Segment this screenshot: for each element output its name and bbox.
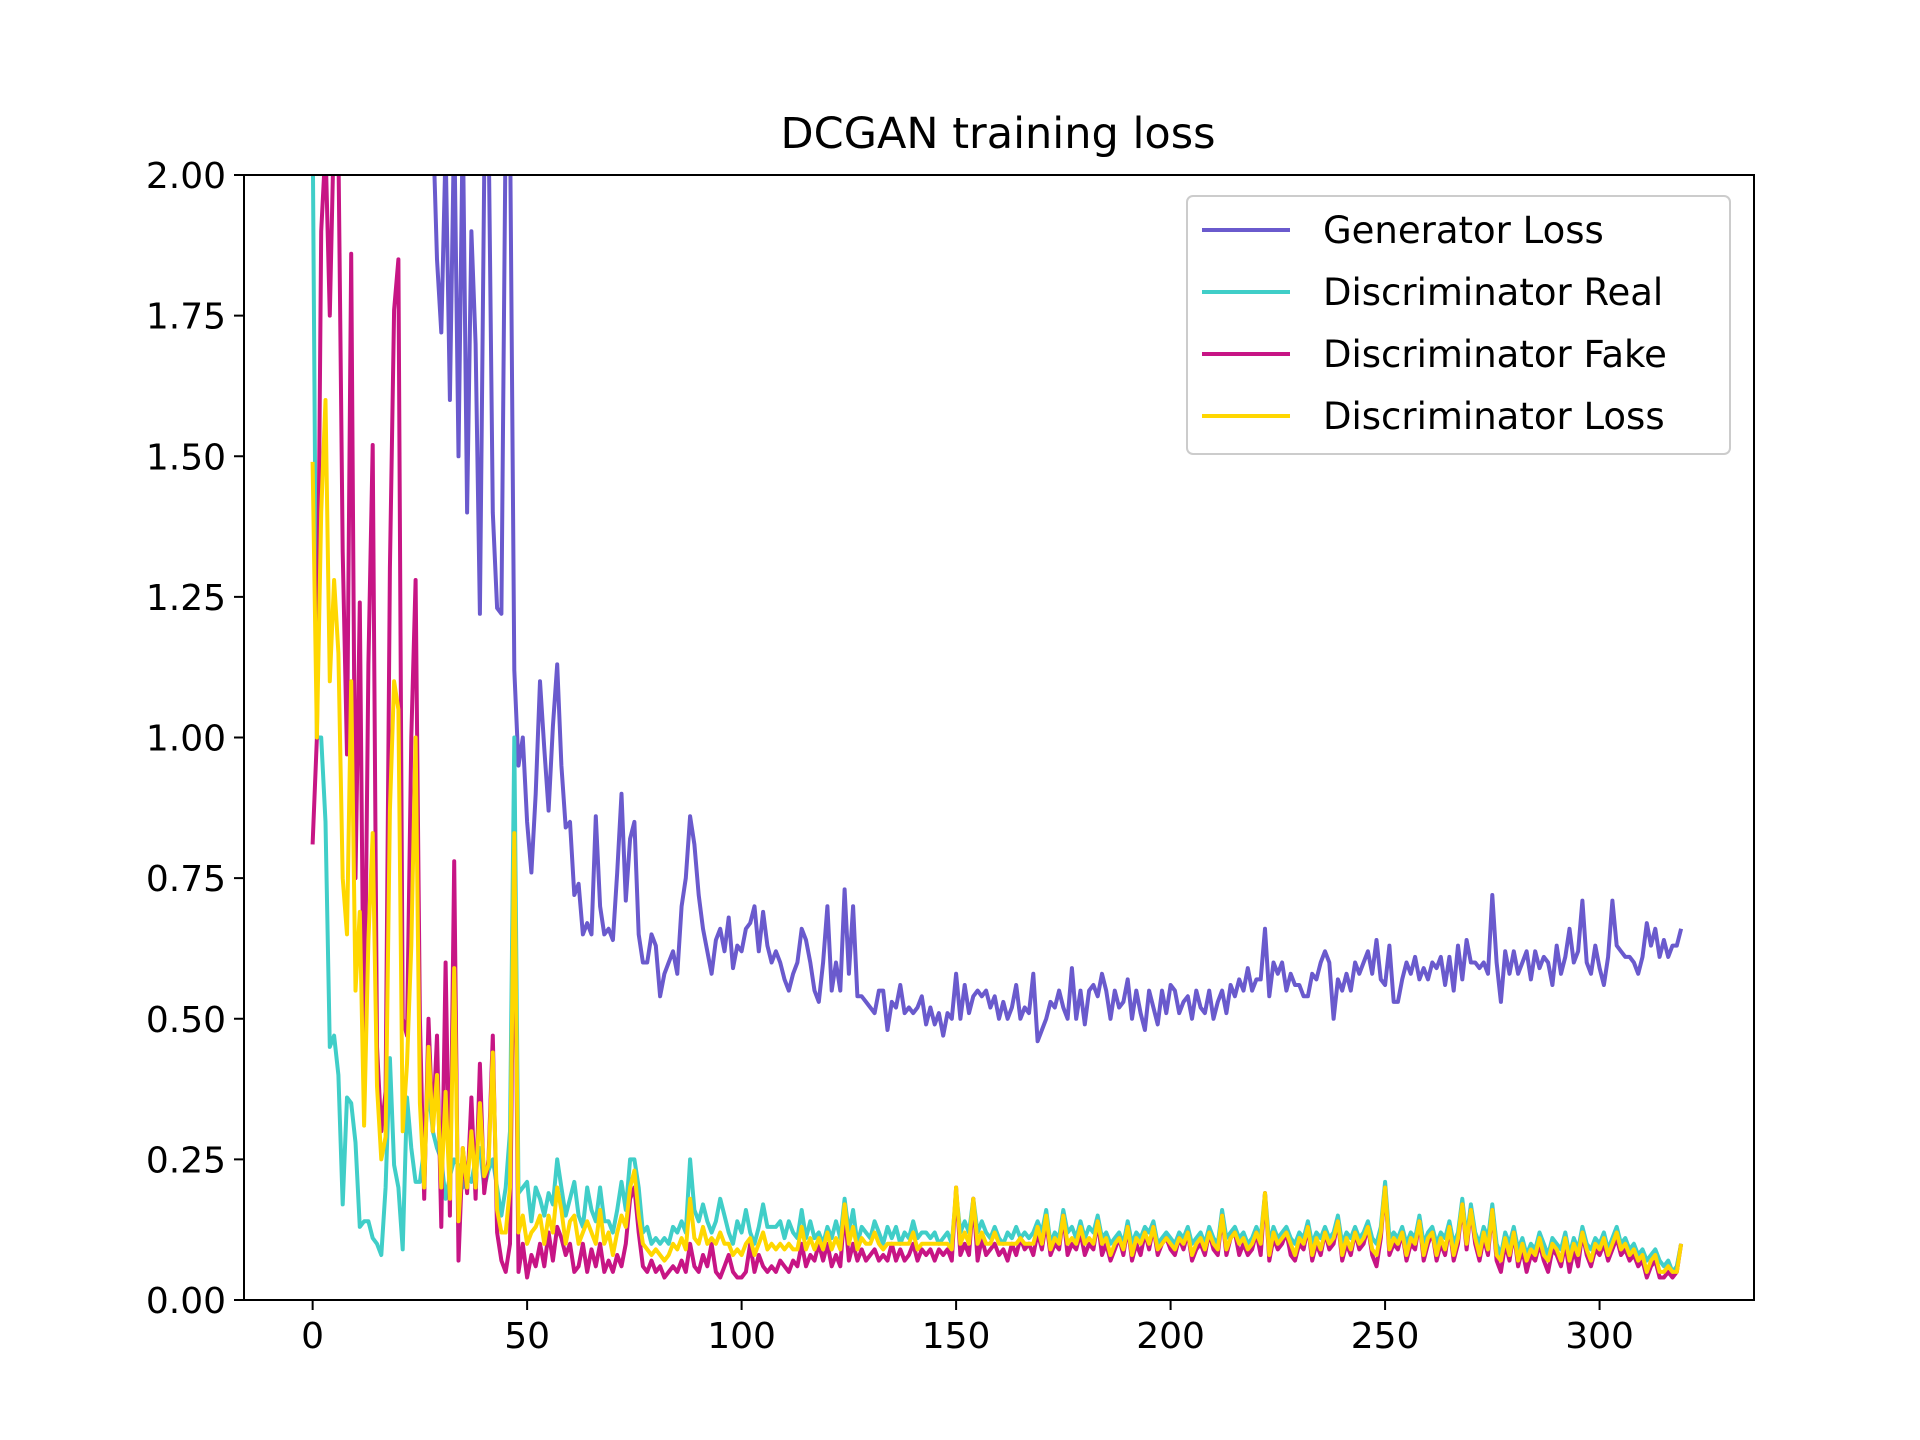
y-tick-label: 0.75	[146, 859, 226, 900]
series-layer	[310, 175, 1684, 1280]
legend-label-0: Generator Loss	[1323, 209, 1604, 252]
y-tick-label: 1.25	[146, 578, 226, 619]
legend: Generator Loss Discriminator Real Discrimi…	[1186, 195, 1731, 455]
legend-box	[1186, 195, 1731, 455]
x-tick-label: 50	[504, 1316, 550, 1357]
legend-label-1: Discriminator Real	[1323, 271, 1663, 314]
x-tick-label: 100	[707, 1316, 776, 1357]
x-tick-label: 0	[301, 1316, 324, 1357]
y-tick-label: 0.25	[146, 1140, 226, 1181]
y-tick-label: 1.50	[146, 437, 226, 478]
y-tick-label: 1.00	[146, 719, 226, 760]
series-line-3	[310, 398, 1684, 1274]
x-tick-label: 300	[1565, 1316, 1634, 1357]
legend-label-2: Discriminator Fake	[1323, 333, 1667, 376]
x-tick-label: 250	[1351, 1316, 1420, 1357]
y-axis: 0.00 0.25 0.50 0.75 1.00 1.25 1.50 1.75 2.00	[146, 156, 244, 1322]
chart-title: DCGAN training loss	[780, 109, 1215, 159]
y-tick-label: 0.50	[146, 1000, 226, 1041]
y-tick-label: 1.75	[146, 297, 226, 338]
y-tick-label: 0.00	[146, 1281, 226, 1322]
series-line-0	[432, 175, 1684, 1044]
x-axis: 0 50 100 150 200 250 300	[301, 1300, 1634, 1357]
x-tick-label: 200	[1136, 1316, 1205, 1357]
legend-label-3: Discriminator Loss	[1323, 395, 1665, 438]
y-tick-label: 2.00	[146, 156, 226, 197]
x-tick-label: 150	[922, 1316, 991, 1357]
